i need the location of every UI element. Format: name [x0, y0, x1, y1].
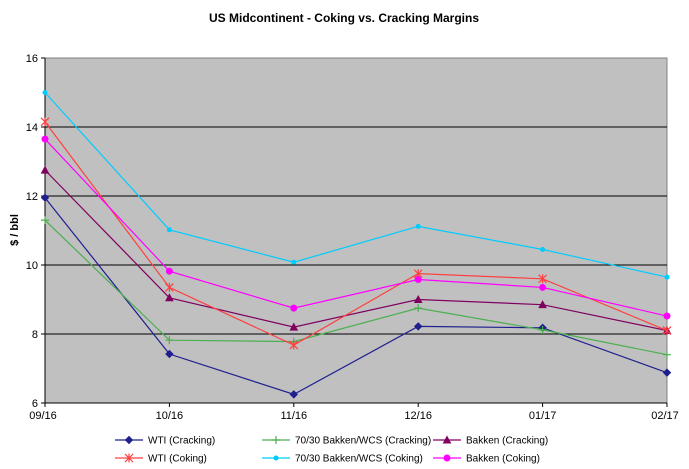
- x-tick-label: 11/16: [280, 410, 307, 422]
- legend-item: WTI (Coking): [115, 453, 207, 465]
- y-tick-label: 6: [32, 398, 38, 410]
- data-point: [662, 326, 672, 336]
- legend-label: WTI (Cracking): [148, 436, 215, 447]
- legend-marker: [124, 435, 134, 445]
- legend-item: 70/30 Bakken/WCS (Coking): [262, 454, 423, 465]
- data-point: [165, 349, 174, 359]
- data-point: [413, 294, 423, 303]
- legend-label: 70/30 Bakken/WCS (Cracking): [295, 436, 431, 447]
- x-tick-label: 12/16: [404, 410, 432, 422]
- data-point: [166, 227, 172, 233]
- series-line: [44, 169, 668, 332]
- data-point: [289, 390, 299, 399]
- series-line: [44, 92, 668, 278]
- data-point: [538, 300, 547, 309]
- x-tick-label: 01/17: [529, 410, 557, 422]
- legend-label: 70/30 Bakken/WCS (Coking): [295, 454, 423, 465]
- x-tick-label: 10/16: [156, 410, 184, 422]
- chart-title: US Midcontinent - Coking vs. Cracking Ma…: [209, 11, 479, 25]
- data-point: [40, 193, 50, 202]
- data-point: [414, 304, 423, 313]
- legend-marker: [442, 435, 452, 444]
- legend-marker: [124, 453, 134, 463]
- data-point: [415, 223, 421, 229]
- data-point: [165, 293, 174, 302]
- legend-label: Bakken (Coking): [466, 454, 540, 465]
- data-point: [41, 216, 49, 225]
- data-point: [664, 274, 670, 280]
- data-point: [663, 350, 671, 359]
- data-point: [414, 275, 422, 283]
- series-4: [42, 90, 670, 280]
- y-tick-label: 10: [26, 260, 38, 272]
- legend: WTI (Cracking) 70/30 Bakken/WCS (Cracking…: [115, 435, 548, 465]
- series-0: [40, 193, 672, 399]
- plot-background: [44, 57, 668, 404]
- legend-label: WTI (Coking): [148, 454, 207, 465]
- data-point: [40, 117, 50, 127]
- y-tick-label: 16: [26, 53, 38, 65]
- data-point: [540, 246, 546, 252]
- legend-item: WTI (Cracking): [115, 436, 215, 447]
- y-tick-label: 8: [32, 329, 38, 341]
- y-tick-label: 14: [26, 122, 38, 134]
- data-point: [538, 274, 548, 284]
- data-point: [290, 304, 298, 312]
- x-tick-label: 02/17: [651, 410, 679, 422]
- data-point: [40, 165, 50, 174]
- data-point: [291, 259, 297, 265]
- legend-item: Bakken (Coking): [433, 454, 540, 465]
- plot-area: 6 8 10 12 14 16 09/16 10/16 11/16 12/16 01/17 02/17: [26, 53, 679, 422]
- x-tick-label: 09/16: [29, 410, 57, 422]
- legend-marker: [443, 454, 451, 462]
- legend-marker: [272, 436, 280, 444]
- data-point: [663, 312, 671, 320]
- data-point: [539, 283, 547, 291]
- data-point: [538, 325, 547, 334]
- series-line: [44, 197, 668, 396]
- series-line: [44, 219, 668, 356]
- data-point: [165, 267, 173, 275]
- data-point: [413, 322, 423, 331]
- series-line: [44, 138, 668, 317]
- legend-item: 70/30 Bakken/WCS (Cracking): [262, 436, 431, 447]
- data-point: [289, 322, 299, 331]
- y-axis-label: $ / bbl: [9, 214, 21, 246]
- data-point: [42, 90, 48, 95]
- data-point: [662, 368, 672, 377]
- series-5: [41, 135, 671, 320]
- y-tick-label: 12: [26, 191, 38, 203]
- legend-label: Bakken (Cracking): [466, 436, 548, 447]
- data-point: [164, 282, 174, 292]
- data-point: [41, 135, 49, 143]
- series-line: [44, 121, 668, 346]
- data-point: [165, 336, 174, 345]
- series-3: [40, 117, 672, 350]
- data-point: [289, 340, 299, 350]
- legend-marker: [273, 455, 279, 461]
- legend-item: Bakken (Cracking): [433, 435, 548, 447]
